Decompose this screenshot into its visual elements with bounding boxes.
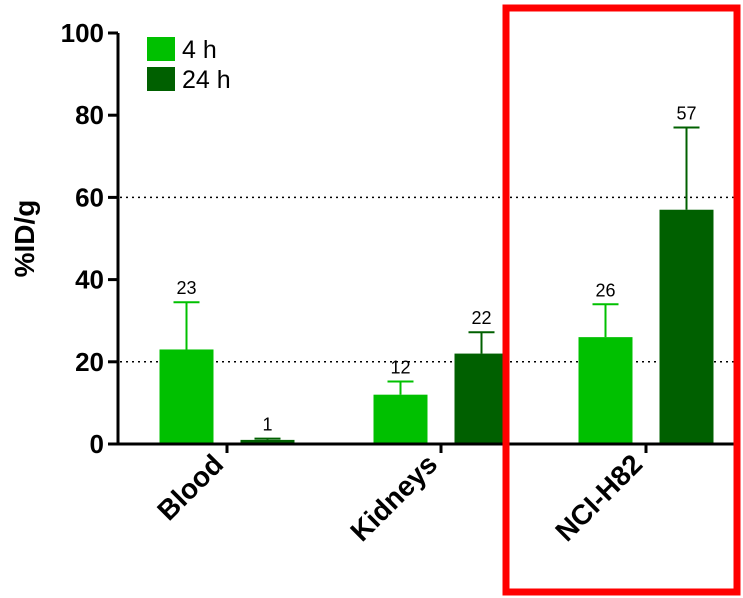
reference-lines: [120, 196, 740, 363]
error-bars: [173, 126, 700, 440]
bar: [373, 394, 428, 444]
y-tick-label: 100: [61, 18, 104, 48]
y-tick-label: 0: [90, 429, 104, 459]
data-label: 57: [676, 104, 696, 124]
highlight-box: [502, 4, 741, 596]
data-label: 23: [176, 278, 196, 298]
legend: 4 h24 h: [147, 36, 231, 94]
data-label: 12: [390, 358, 410, 378]
legend-label: 4 h: [182, 36, 217, 64]
y-tick-label: 80: [75, 100, 104, 130]
bars: [159, 209, 714, 444]
highlight-rectangle: [502, 4, 741, 596]
bar: [240, 439, 295, 444]
axes: 0 20 40 60 80 100 %ID/g Blood Kidneys NCI-H82: [9, 18, 740, 547]
category-label: NCI-H82: [549, 448, 648, 547]
category-label: Kidneys: [344, 448, 443, 547]
data-label: 1: [262, 415, 272, 435]
category-label: Blood: [151, 448, 229, 526]
legend-label: 24 h: [182, 66, 231, 94]
bar: [159, 349, 214, 444]
y-tick-label: 60: [75, 182, 104, 212]
y-axis-label: %ID/g: [9, 200, 40, 278]
data-label: 26: [595, 280, 615, 300]
y-tick-label: 40: [75, 265, 104, 295]
y-tick-label: 20: [75, 347, 104, 377]
bar: [454, 353, 509, 444]
data-labels: 23 12 26 1 22 57: [176, 104, 696, 435]
bar: [578, 337, 633, 444]
data-label: 22: [471, 308, 491, 328]
legend-swatch: [147, 67, 175, 91]
bar: [659, 209, 714, 444]
legend-swatch: [147, 37, 175, 61]
